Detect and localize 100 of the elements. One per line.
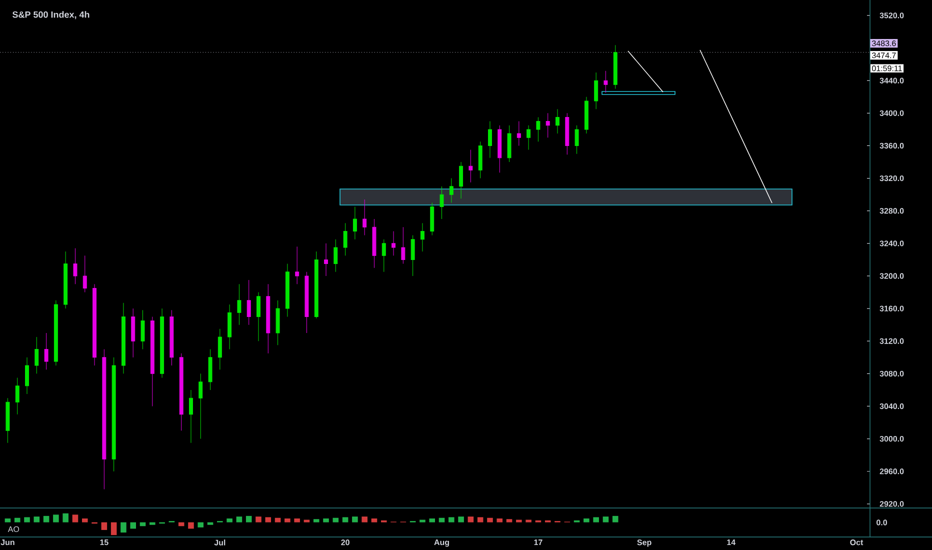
bar [496,518,503,522]
candlestick [401,226,406,264]
candlestick [392,230,396,256]
bar [294,518,300,522]
candlestick [188,390,193,444]
y-tick-label: 2960.0 [880,468,904,474]
x-tick-label: Jul [214,540,226,546]
x-tick-label: Oct [850,540,864,546]
candlestick [246,280,251,326]
bar [516,520,522,522]
candlestick [44,332,48,370]
bar [332,518,339,522]
candlestick [92,284,97,366]
candlestick [64,251,68,309]
candlestick [459,162,464,199]
y-tick-label: 3440.0 [880,78,904,84]
x-tick-label: Aug [434,540,449,547]
bar [34,516,40,522]
candlestick [410,235,415,276]
candlestick [276,300,280,346]
bar [274,518,281,522]
y-tick-label: 3120.0 [880,338,904,344]
x-tick-label: 17 [534,540,542,546]
candlestick [594,72,598,110]
text: AO [8,526,20,532]
ref-line-label: 3474.7 [872,52,896,58]
candlestick [73,248,78,284]
candlestick [574,125,579,154]
candlestick [228,304,232,350]
candlestick [304,272,309,334]
y-tick-label: 3520.0 [880,12,904,18]
y-tick-label: 3320.0 [880,175,904,182]
candlestick [382,239,386,272]
candlestick [15,377,20,415]
bar [120,522,126,533]
bar [313,519,320,522]
bar [226,518,232,522]
text: 3483.6 [872,40,896,46]
y-tick-label: 3000.0 [880,436,904,442]
candlestick [430,202,434,236]
x-tick-label: Jun [0,540,14,546]
y-tick-label: 3160.0 [880,306,904,312]
candlestick [102,349,106,490]
candlestick [526,125,531,150]
candlestick [112,357,116,472]
bar [72,514,78,522]
candlestick [516,121,521,146]
candlestick [256,292,260,342]
y-tick-label: 3280.0 [880,208,904,214]
candlestick [170,310,174,366]
candlestick [468,150,473,183]
bar [458,516,464,522]
bar [43,516,50,522]
bar [612,516,618,522]
bar [188,522,194,529]
bar [130,522,136,529]
candlestick [6,398,10,444]
bar [593,517,599,522]
y-tick-label: 3040.0 [880,403,904,410]
bar [150,522,156,525]
bar [420,520,426,522]
candlestick [82,255,87,293]
bar [526,520,532,522]
bar [236,516,242,522]
bar [352,516,358,522]
candlestick [295,246,300,284]
bar [584,518,590,522]
bar [256,516,262,522]
candlestick [507,125,512,162]
text: S&P 500 Index, 4h [12,11,90,20]
candlestick [208,349,212,390]
candlestick [25,357,29,394]
candlestick [285,264,290,317]
candlestick [121,302,126,374]
bar [62,513,68,522]
x-tick-label: 15 [100,540,108,546]
y-tick-label: 2920.0 [880,501,904,507]
y-tick-label: 3400.0 [880,110,904,116]
candlestick [584,96,588,134]
bar [487,518,493,522]
candlestick [237,284,242,326]
x-tick-label: Sep [637,540,652,547]
candlestick [343,222,348,256]
candlestick [198,373,203,440]
candlestick [179,353,184,431]
candlestick [140,310,145,350]
bar [82,518,88,522]
bar [342,517,348,522]
candlestick [334,239,338,272]
candlestick [536,116,540,142]
text: 0.0 [876,520,888,526]
candlestick [352,206,357,240]
candlestick [314,251,318,319]
candlestick [218,328,222,370]
candlestick [440,186,444,220]
bar [207,522,214,525]
candlestick [478,141,482,179]
candlestick [449,178,454,203]
candlestick [488,121,492,158]
bar [284,518,290,522]
